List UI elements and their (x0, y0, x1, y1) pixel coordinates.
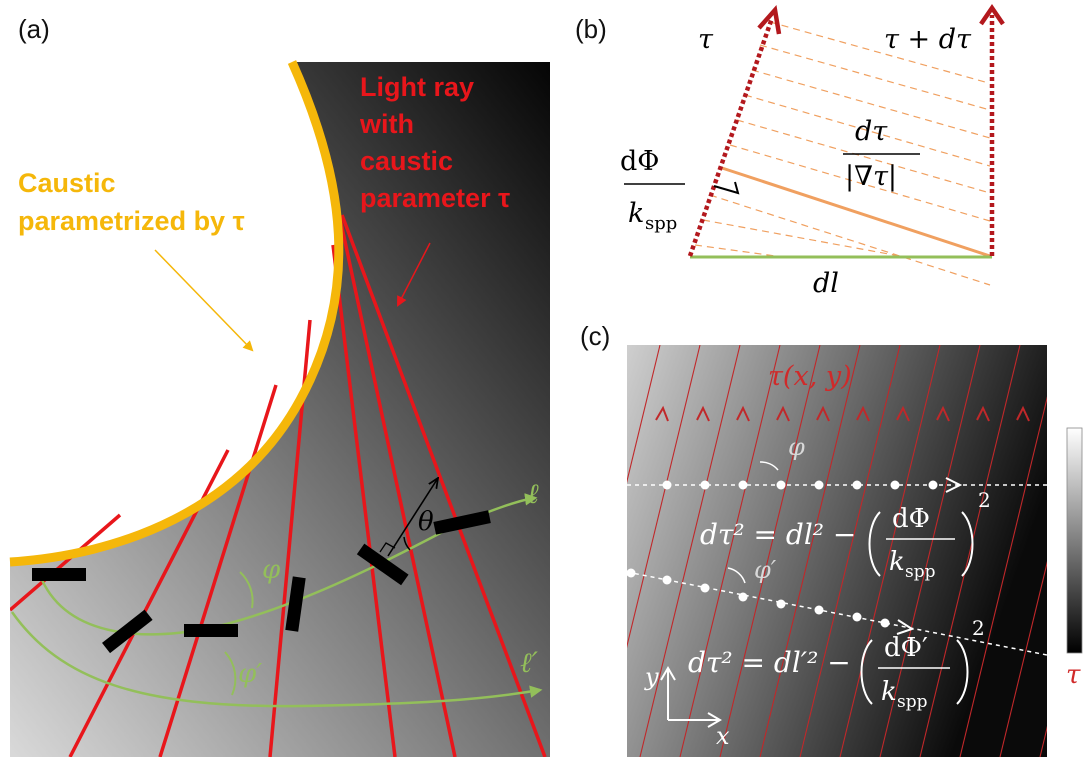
panel-b-label: (b) (575, 14, 607, 44)
colorbar-label: τ (1066, 660, 1081, 690)
phi-prime-label-c: φ′ (754, 556, 777, 584)
caustic-pointer (154, 249, 254, 352)
tau-plus-label: τ + dτ (884, 24, 972, 55)
svg-text:Caustic: Caustic (18, 168, 116, 198)
svg-text:spp: spp (897, 692, 928, 712)
tau-label: τ (698, 24, 714, 55)
angle-arc-phi-prime-c (727, 567, 746, 584)
wavefront-hatch (694, 21, 991, 286)
svg-text:spp: spp (905, 562, 936, 582)
svg-text:parametrized by τ: parametrized by τ (18, 206, 245, 236)
antenna-bar (285, 576, 306, 632)
svg-text:dτ² = dl′² −: dτ² = dl′² − (688, 646, 851, 679)
light-ray (10, 513, 122, 612)
phi-prime-label: φ′ (238, 659, 262, 689)
caustic-label: Caustic parametrized by τ (18, 168, 245, 236)
path-ell-c-dots (662, 480, 938, 490)
antenna-bar (433, 510, 491, 535)
tau-arrowhead (757, 4, 782, 35)
light-ray (338, 217, 457, 757)
svg-text:2: 2 (978, 488, 991, 512)
panel-c-label: (c) (580, 321, 610, 351)
path-ell-prime (10, 611, 543, 708)
antenna-bar (184, 624, 238, 637)
panel-a-label: (a) (18, 14, 50, 44)
svg-text:spp: spp (645, 213, 677, 234)
svg-text:k: k (889, 547, 905, 577)
svg-text:2: 2 (972, 616, 985, 640)
colorbar (1066, 427, 1083, 654)
x-axis-label: x (716, 722, 730, 750)
antenna-bar (102, 609, 153, 654)
path-ell-c-arrowhead (945, 477, 963, 493)
right-angle-mark-b (713, 181, 740, 195)
svg-text:with: with (359, 109, 414, 139)
orange-distance-line (721, 166, 991, 258)
panel-c: (c) (580, 321, 1083, 757)
panel-b: (b) τ τ + dτ dΦ k (575, 4, 1005, 299)
svg-text:k: k (628, 198, 644, 229)
antenna-bar (356, 543, 409, 586)
antennas (32, 510, 491, 654)
dl-label: dl (813, 268, 839, 299)
path-ell-prime-c-arrowhead (896, 619, 915, 635)
svg-text:caustic: caustic (360, 146, 453, 176)
light-ray (340, 214, 547, 757)
tau-chevrons (655, 405, 1030, 422)
phi-label-c: φ (788, 433, 805, 461)
angle-arc-phi-c (759, 461, 779, 471)
svg-text:parameter τ: parameter τ (360, 183, 510, 213)
tau-contours (627, 345, 1047, 757)
panel-a-background (10, 62, 550, 757)
svg-text:k: k (881, 677, 897, 707)
angle-arc-phi-prime (224, 651, 237, 696)
svg-text:dΦ: dΦ (892, 504, 930, 534)
ell-label: ℓ (527, 477, 539, 510)
light-ray-pointer (397, 242, 431, 307)
antenna-bar (32, 568, 86, 581)
svg-text:|∇τ|: |∇τ| (845, 161, 897, 192)
tau-plus-arrowhead (979, 4, 1005, 26)
light-ray-label: Light ray with caustic parameter τ (359, 72, 510, 213)
tau-xy-label: τ(x, y) (768, 361, 852, 392)
svg-text:dτ: dτ (855, 116, 888, 147)
svg-text:dΦ: dΦ (620, 146, 659, 177)
phi-label: φ (262, 555, 281, 585)
y-axis-label: y (644, 663, 659, 691)
svg-text:dΦ′: dΦ′ (884, 633, 928, 663)
ell-prime-label: ℓ′ (520, 646, 539, 679)
right-angle-mark (379, 542, 396, 553)
dtau-fraction: dτ |∇τ| (843, 116, 920, 192)
caustic-curve (9, 60, 344, 567)
theta-label: θ (418, 507, 434, 537)
equation-2: dτ² = dl′² − dΦ′ k spp 2 (688, 616, 985, 712)
light-ray (331, 244, 397, 757)
path-ell-prime-c-dots (627, 568, 890, 628)
equation-1: dτ² = dl² − dΦ k spp 2 (700, 488, 991, 582)
svg-text:Light ray: Light ray (360, 72, 474, 102)
normal-arrow (387, 478, 438, 557)
svg-text:dτ² = dl² −: dτ² = dl² − (700, 518, 856, 551)
angle-arc-theta (403, 536, 411, 551)
angle-arc-phi (239, 571, 254, 609)
panel-a: (a) (9, 14, 550, 757)
dphi-fraction: dΦ k spp (620, 146, 685, 234)
light-ray (158, 384, 278, 757)
